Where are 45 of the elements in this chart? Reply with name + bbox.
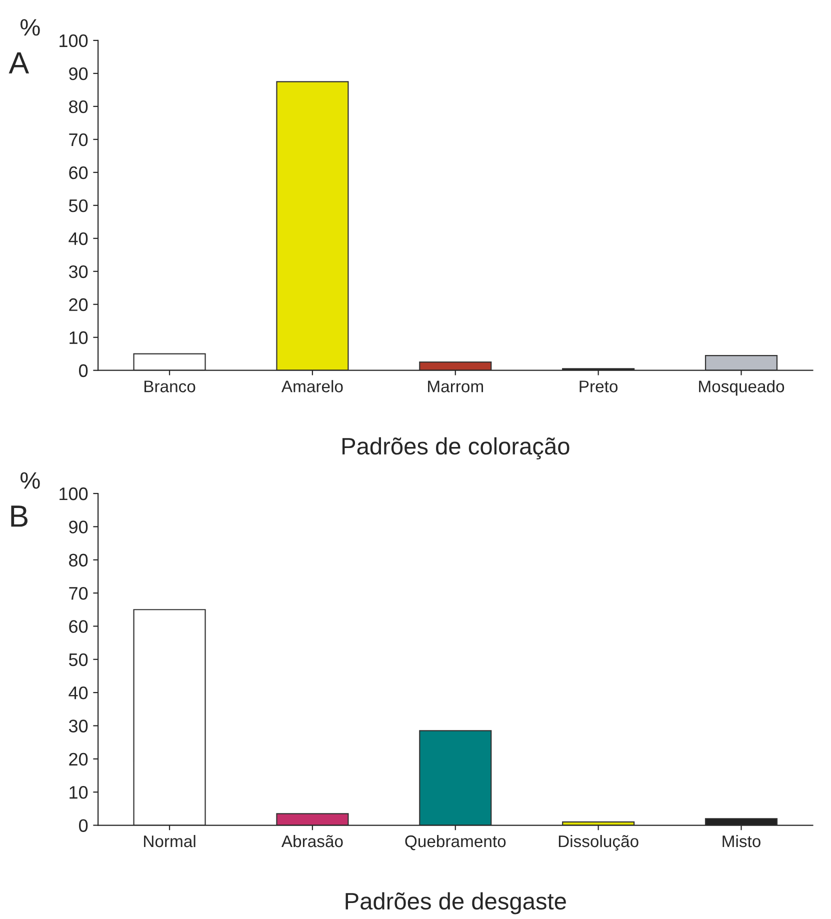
y-tick-label: 70 [69,586,88,600]
y-tick-label: 100 [60,34,88,48]
y-tick-label: 60 [69,620,88,633]
y-axis-title: % [20,19,40,36]
y-tick-label: 80 [69,554,88,567]
x-tick-label: Preto [580,380,618,392]
y-tick-label: 40 [68,686,88,700]
x-tick-label: Marrom [428,380,483,392]
y-tick-label: 70 [69,133,88,146]
bar [276,813,349,826]
y-tick-label: 60 [69,166,88,180]
y-tick-label: 90 [69,520,88,534]
y-tick-label: 40 [68,232,88,246]
bar [133,609,206,826]
y-tick-label: 50 [68,199,88,212]
y-tick-label: 30 [68,720,88,732]
y-tick-label: 10 [70,786,88,799]
y-tick-label: 100 [60,487,88,500]
x-tick-label: Misto [722,834,760,848]
bar [133,353,206,370]
y-tick-label: 20 [69,298,88,312]
x-tick-label: Quebramento [405,834,506,850]
bar [419,730,492,826]
y-axis-title: % [20,472,40,489]
x-tick-label: Branco [144,380,196,392]
bar [704,354,778,370]
y-tick-label: 80 [69,100,88,114]
x-axis-title: Padrões de desgaste [346,892,566,914]
x-axis-title: Padrões de coloração [342,437,570,460]
text: A [8,52,30,74]
x-tick-label: Amarelo [281,380,343,392]
x-tick-label: Mosqueado [699,380,784,396]
y-tick-label: 0 [79,819,88,832]
bar [419,362,492,370]
y-tick-label: 50 [68,653,88,666]
y-tick-label: 30 [68,265,88,278]
y-tick-label: 20 [69,752,88,766]
text: B [11,506,28,527]
x-tick-label: Abrasão [281,834,343,848]
y-tick-label: 10 [70,331,88,344]
x-tick-label: Dissolução [558,834,638,851]
x-tick-label: Normal [144,834,196,848]
y-tick-label: 0 [79,364,88,378]
y-tick-label: 90 [69,67,88,80]
bar [276,81,349,370]
